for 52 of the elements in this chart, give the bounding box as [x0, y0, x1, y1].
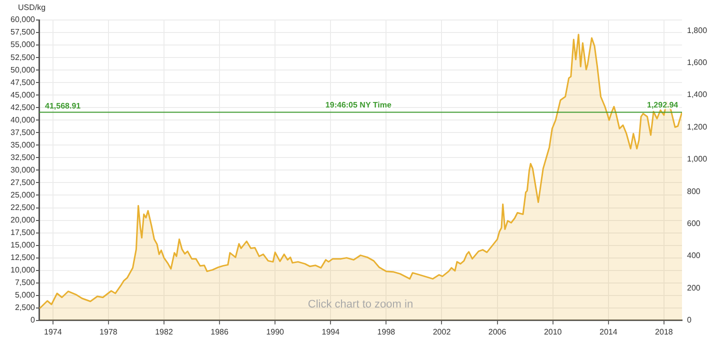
y2-tick-label: 1,800: [687, 26, 708, 35]
y-tick-label: 45,000: [10, 90, 36, 100]
x-tick-label: 1978: [100, 327, 118, 336]
y2-tick-label: 600: [687, 219, 701, 228]
x-tick-label: 1974: [44, 327, 62, 336]
y-tick-label: 5,000: [14, 290, 36, 300]
y-tick-label: 17,500: [10, 228, 36, 237]
x-tick-label: 2014: [599, 327, 618, 336]
y-tick-label: 57,500: [10, 28, 36, 37]
y-tick-label: 60,000: [10, 15, 36, 24]
y-tick-label: 27,500: [10, 178, 36, 187]
annotation: 19:46:05 NY Time: [325, 100, 392, 110]
y-tick-label: 55,000: [10, 40, 36, 50]
y-tick-label: 50,000: [10, 65, 36, 74]
y2-tick-label: 0: [687, 316, 692, 325]
y-tick-label: 0: [30, 316, 36, 325]
y-tick-label: 47,500: [10, 78, 36, 87]
x-tick-label: 2002: [432, 327, 452, 336]
x-tick-label: 2006: [488, 327, 507, 336]
y2-tick-label: 1,200: [687, 122, 708, 132]
x-tick-label: 1986: [210, 327, 229, 336]
y2-tick-label: 1,400: [687, 90, 708, 100]
y-tick-label: 12,500: [10, 253, 36, 262]
y-tick-label: 2,500: [14, 303, 36, 312]
annotation: Click chart to zoom in: [308, 298, 414, 310]
y2-tick-label: 1,000: [687, 154, 708, 164]
ref-line-label: 41,568.91: [45, 101, 82, 110]
annotation: 1,292.94: [646, 100, 679, 110]
y-tick-label: 32,500: [10, 152, 36, 162]
y2-tick-label: 800: [687, 186, 701, 196]
y2-tick-label: 400: [687, 251, 701, 260]
y-tick-label: 40,000: [10, 115, 36, 124]
y-tick-label: 52,500: [10, 52, 36, 62]
y-axis-title: USD/kg: [18, 3, 46, 12]
y-tick-label: 7,500: [14, 278, 36, 288]
x-tick-label: 1990: [266, 327, 285, 336]
x-tick-label: 2018: [655, 327, 674, 336]
x-tick-label: 1982: [155, 327, 174, 336]
y-tick-label: 35,000: [10, 140, 36, 150]
y2-tick-label: 1,600: [687, 58, 708, 68]
y-tick-label: 42,500: [10, 102, 36, 112]
y-tick-label: 37,500: [10, 128, 36, 137]
y-tick-label: 30,000: [10, 165, 36, 174]
y-tick-label: 20,000: [10, 215, 36, 224]
y2-tick-label: 200: [687, 283, 701, 292]
y-tick-label: 15,000: [10, 240, 36, 250]
x-tick-label: 1994: [322, 327, 340, 336]
x-tick-label: 2010: [544, 327, 562, 336]
y-tick-label: 25,000: [10, 190, 36, 200]
y-tick-label: 22,500: [10, 202, 36, 212]
x-tick-label: 1998: [377, 327, 396, 336]
y-tick-label: 10,000: [10, 266, 36, 275]
